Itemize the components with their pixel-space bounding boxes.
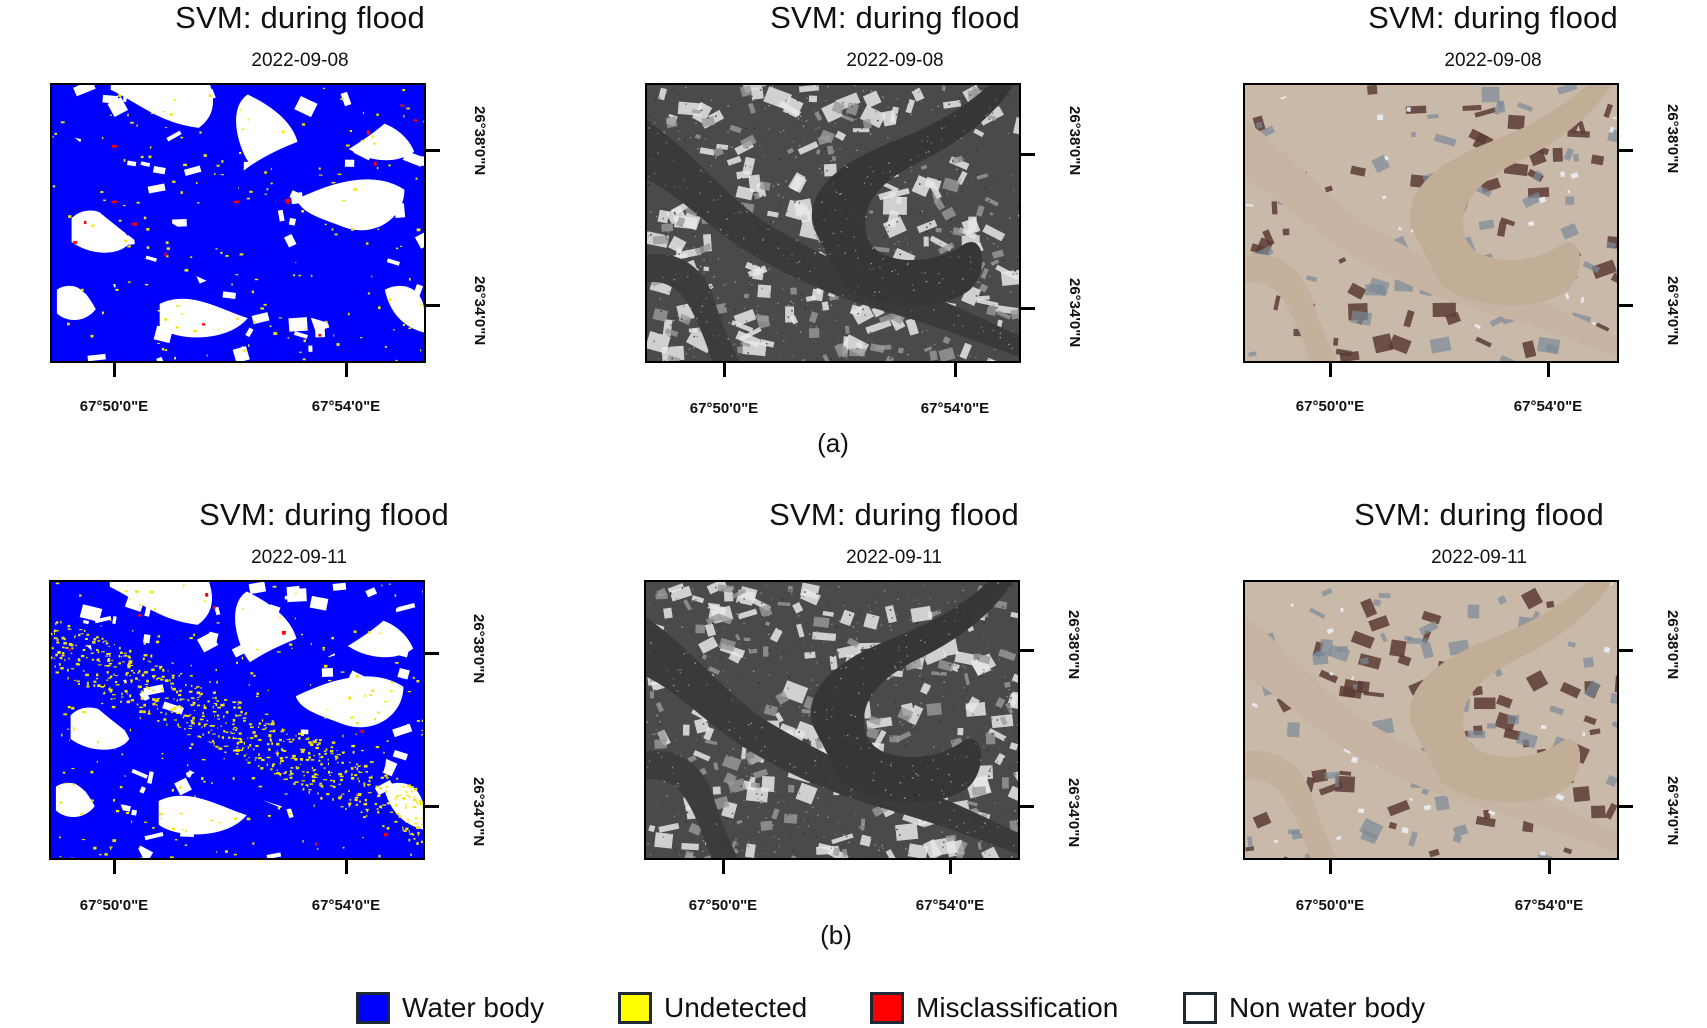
lon-tick xyxy=(1329,860,1332,874)
lat-tick xyxy=(1021,307,1035,310)
lon-tick xyxy=(1329,363,1332,377)
lon-tick xyxy=(954,363,957,377)
lon-tick xyxy=(113,860,116,874)
lat-label: 26°34'0"N xyxy=(471,276,488,345)
legend-swatch-undetected xyxy=(618,992,652,1024)
panel-date: 2022-09-08 xyxy=(1243,50,1707,72)
lon-label: 67°50'0"E xyxy=(1296,897,1364,914)
lat-label: 26°34'0"N xyxy=(1065,778,1082,847)
lat-label: 26°38'0"N xyxy=(1664,610,1681,679)
lon-label: 67°50'0"E xyxy=(1296,398,1364,415)
lon-label: 67°54'0"E xyxy=(916,897,984,914)
lon-label: 67°54'0"E xyxy=(1514,398,1582,415)
lon-label: 67°50'0"E xyxy=(690,400,758,417)
lat-label: 26°34'0"N xyxy=(1664,276,1681,345)
panel-title: SVM: during flood xyxy=(50,0,550,36)
lat-tick xyxy=(1020,805,1034,808)
lat-tick xyxy=(1619,149,1633,152)
lon-label: 67°54'0"E xyxy=(312,398,380,415)
panel-date: 2022-09-08 xyxy=(645,50,1145,72)
legend-label: Undetected xyxy=(664,992,807,1024)
lon-tick xyxy=(345,860,348,874)
lon-tick xyxy=(1548,860,1551,874)
lon-label: 67°54'0"E xyxy=(312,897,380,914)
lon-tick xyxy=(113,363,116,377)
lon-label: 67°50'0"E xyxy=(689,897,757,914)
lat-tick xyxy=(1020,649,1034,652)
lon-label: 67°50'0"E xyxy=(80,897,148,914)
rgb-image xyxy=(1243,83,1619,363)
legend-undetected: Undetected xyxy=(618,988,807,1028)
lat-label: 26°38'0"N xyxy=(1065,610,1082,679)
lat-label: 26°34'0"N xyxy=(470,777,487,846)
row-caption-a: (a) xyxy=(817,428,849,459)
legend-misclassification: Misclassification xyxy=(870,988,1118,1028)
legend-label: Water body xyxy=(402,992,544,1024)
lat-tick xyxy=(1021,153,1035,156)
panel-b-rgb: SVM: during flood 2022-09-11 67°50'0"E 6… xyxy=(1243,497,1707,897)
panel-a-rgb: SVM: during flood 2022-09-08 67°50'0"E 6… xyxy=(1243,0,1707,400)
legend-water-body: Water body xyxy=(356,988,544,1028)
legend-non-water-body: Non water body xyxy=(1183,988,1425,1028)
lon-tick xyxy=(723,363,726,377)
lat-label: 26°38'0"N xyxy=(471,106,488,175)
lon-tick xyxy=(1547,363,1550,377)
lon-label: 67°54'0"E xyxy=(1515,897,1583,914)
lat-label: 26°38'0"N xyxy=(470,614,487,683)
panel-date: 2022-09-08 xyxy=(50,50,550,72)
lon-tick xyxy=(722,860,725,874)
classified-map xyxy=(49,580,425,860)
rgb-image xyxy=(1243,580,1619,860)
sar-image xyxy=(644,580,1020,860)
lon-tick xyxy=(345,363,348,377)
sar-image xyxy=(645,83,1021,363)
legend-swatch-non-water xyxy=(1183,992,1217,1024)
lat-label: 26°38'0"N xyxy=(1664,104,1681,173)
lat-tick xyxy=(425,805,439,808)
lat-tick xyxy=(426,304,440,307)
panel-title: SVM: during flood xyxy=(74,497,574,533)
lat-label: 26°34'0"N xyxy=(1066,278,1083,347)
lat-tick xyxy=(1619,649,1633,652)
lon-label: 67°50'0"E xyxy=(80,398,148,415)
legend-swatch-misclassification xyxy=(870,992,904,1024)
lat-label: 26°34'0"N xyxy=(1664,776,1681,845)
lon-tick xyxy=(949,860,952,874)
panel-date: 2022-09-11 xyxy=(644,547,1144,569)
legend-label: Non water body xyxy=(1229,992,1425,1024)
legend-label: Misclassification xyxy=(916,992,1118,1024)
lat-tick xyxy=(425,652,439,655)
row-caption-b: (b) xyxy=(820,920,852,951)
panel-title: SVM: during flood xyxy=(645,0,1145,36)
lat-tick xyxy=(1619,805,1633,808)
panel-date: 2022-09-11 xyxy=(1229,547,1707,569)
panel-title: SVM: during flood xyxy=(644,497,1144,533)
panel-date: 2022-09-11 xyxy=(49,547,549,569)
lon-label: 67°54'0"E xyxy=(921,400,989,417)
classified-map xyxy=(50,83,426,363)
lat-tick xyxy=(426,149,440,152)
lat-label: 26°38'0"N xyxy=(1066,106,1083,175)
panel-title: SVM: during flood xyxy=(1229,497,1707,533)
lat-tick xyxy=(1619,304,1633,307)
panel-title: SVM: during flood xyxy=(1243,0,1707,36)
legend-swatch-water xyxy=(356,992,390,1024)
